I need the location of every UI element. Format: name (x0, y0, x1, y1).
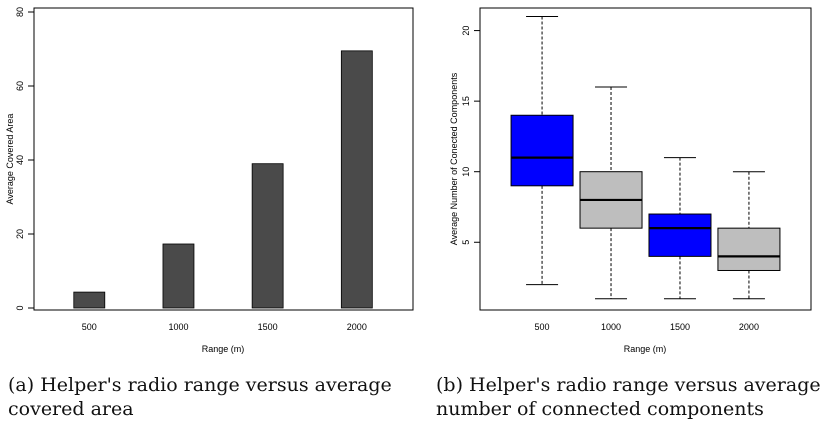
x-axis-label-a: Range (m) (202, 344, 245, 354)
y-tick-label-b-15: 15 (461, 96, 471, 106)
y-tick-label-a-20: 20 (15, 229, 25, 239)
x-tick-label-b-1000: 1000 (601, 322, 621, 332)
x-tick-label-b-500: 500 (535, 322, 550, 332)
box-1500 (648, 213, 712, 257)
y-tick-label-b-20: 20 (461, 26, 471, 36)
y-tick-label-a-60: 60 (15, 81, 25, 91)
box-2000 (717, 227, 781, 271)
y-tick-label-a-40: 40 (15, 155, 25, 165)
caption-a: (a) Helper's radio range versus average … (8, 374, 392, 420)
bar-1000 (162, 243, 195, 309)
box-500 (510, 114, 574, 187)
bar-2000 (340, 50, 373, 309)
x-tick-label-2000: 2000 (347, 322, 367, 332)
bar-chart-covered-area: 0 20 40 60 80 500 1000 1500 2000 Range (m) Aver… (5, 7, 414, 354)
x-tick-label-500: 500 (82, 322, 97, 332)
x-tick-label-b-1500: 1500 (670, 322, 690, 332)
plot-frame-a (33, 7, 414, 311)
y-axis-label-a: Average Covered Area (5, 114, 15, 205)
y-tick-label-a-80: 80 (15, 7, 25, 17)
x-axis-label-b: Range (m) (624, 344, 667, 354)
x-tick-label-1500: 1500 (258, 322, 278, 332)
x-tick-label-1000: 1000 (168, 322, 188, 332)
x-tick-label-b-2000: 2000 (739, 322, 759, 332)
y-tick-label-b-10: 10 (461, 167, 471, 177)
caption-b: (b) Helper's radio range versus average … (436, 374, 821, 420)
y-tick-label-b-5: 5 (461, 240, 471, 245)
y-axis-label-b: Average Number of Conected Components (449, 72, 459, 245)
plot-frame-b (479, 7, 812, 311)
bar-500 (73, 291, 106, 309)
y-tick-label-a-0: 0 (15, 305, 25, 310)
box-plot-connected-components: 5 10 15 20 500 1000 1500 2000 Range (m) Averag… (449, 7, 812, 354)
bar-1500 (251, 163, 284, 309)
